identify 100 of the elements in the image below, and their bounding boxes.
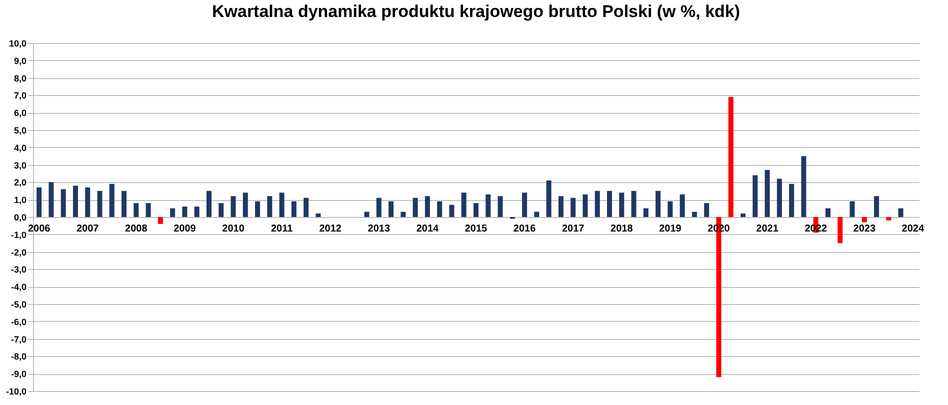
x-tick-label: 2011 bbox=[270, 224, 294, 234]
bar bbox=[474, 203, 478, 217]
bar bbox=[60, 189, 66, 217]
bar bbox=[546, 180, 552, 217]
x-tick-label: 2012 bbox=[319, 224, 342, 234]
bar bbox=[862, 217, 867, 222]
x-tick-label: 2009 bbox=[174, 224, 196, 234]
bar bbox=[522, 192, 528, 217]
bar bbox=[376, 198, 382, 217]
bar bbox=[668, 201, 673, 217]
bar bbox=[218, 203, 224, 217]
bar bbox=[631, 190, 636, 217]
bar bbox=[48, 182, 54, 217]
bar bbox=[764, 170, 770, 217]
y-tick-label: -4,0 bbox=[10, 282, 26, 292]
bar bbox=[304, 198, 309, 217]
y-tick-label: 7,0 bbox=[14, 90, 26, 101]
x-tick-label: 2014 bbox=[416, 224, 440, 234]
bar bbox=[255, 201, 260, 217]
y-tick-label: -8,0 bbox=[10, 352, 26, 362]
bar bbox=[680, 194, 685, 217]
bar bbox=[789, 184, 794, 217]
bar bbox=[886, 217, 892, 220]
bar bbox=[728, 96, 734, 217]
bar bbox=[437, 201, 442, 217]
bar bbox=[170, 208, 176, 217]
bar bbox=[643, 208, 648, 217]
bar bbox=[242, 192, 248, 217]
bar bbox=[182, 206, 188, 217]
bar bbox=[122, 190, 127, 217]
bar bbox=[146, 203, 151, 217]
x-tick-label: 2019 bbox=[659, 224, 682, 234]
y-tick-label: -5,0 bbox=[10, 300, 26, 310]
bar bbox=[364, 212, 370, 217]
bar bbox=[194, 206, 200, 217]
y-tick-label: -7,0 bbox=[10, 334, 26, 344]
y-tick-label: 5,0 bbox=[14, 126, 26, 136]
x-tick-label: 2018 bbox=[610, 224, 634, 234]
x-tick-label: 2021 bbox=[756, 224, 779, 234]
bar bbox=[594, 190, 600, 217]
x-tick-label: 2017 bbox=[562, 224, 585, 234]
bar bbox=[230, 196, 236, 217]
bar bbox=[850, 201, 855, 217]
bar bbox=[582, 194, 588, 217]
y-tick-label: 4,0 bbox=[14, 142, 26, 153]
bar bbox=[134, 203, 139, 217]
x-tick-label: 2010 bbox=[222, 224, 245, 234]
bar bbox=[461, 192, 466, 217]
bar bbox=[400, 212, 406, 217]
bar bbox=[607, 190, 612, 217]
bar bbox=[388, 201, 394, 217]
x-tick-label: 2016 bbox=[513, 224, 536, 234]
bar bbox=[36, 187, 42, 217]
x-tick-label: 2008 bbox=[125, 224, 148, 234]
bar bbox=[424, 196, 430, 217]
bar bbox=[534, 212, 540, 217]
x-tick-label: 2007 bbox=[76, 224, 100, 234]
bar bbox=[85, 187, 90, 217]
x-tick-label: 2006 bbox=[28, 224, 51, 234]
y-tick-label: 8,0 bbox=[14, 73, 26, 84]
bar bbox=[267, 196, 272, 217]
y-tick-label: -6,0 bbox=[10, 316, 26, 327]
bar bbox=[656, 190, 661, 217]
bar bbox=[740, 214, 746, 217]
x-tick-label: 2024 bbox=[902, 224, 924, 234]
bar bbox=[291, 201, 296, 217]
bar bbox=[109, 184, 114, 217]
y-tick-label: -10,0 bbox=[6, 386, 26, 396]
chart-title: Kwartalna dynamika produktu krajowego brutto Polski (w %, kdk) bbox=[212, 2, 740, 21]
bar bbox=[486, 194, 491, 217]
bar bbox=[449, 204, 454, 217]
x-tick-label: 2015 bbox=[464, 224, 488, 234]
y-tick-label: 2,0 bbox=[14, 178, 26, 188]
bar bbox=[206, 190, 212, 217]
y-tick-label: 3,0 bbox=[14, 160, 26, 170]
bar bbox=[704, 203, 710, 217]
bar bbox=[898, 208, 904, 217]
y-tick-label: -2,0 bbox=[10, 247, 26, 258]
y-tick-label: -9,0 bbox=[10, 369, 26, 380]
y-tick-label: 9,0 bbox=[14, 56, 26, 66]
bar bbox=[776, 178, 782, 217]
x-tick-label: 2013 bbox=[368, 224, 390, 234]
bar bbox=[412, 198, 418, 217]
bar bbox=[558, 196, 564, 217]
bar bbox=[692, 212, 697, 217]
y-tick-label: -3,0 bbox=[10, 264, 26, 275]
bar bbox=[874, 196, 880, 217]
bar bbox=[72, 186, 78, 217]
bar bbox=[158, 217, 163, 224]
y-tick-label: 1,0 bbox=[14, 195, 26, 206]
bar bbox=[619, 192, 624, 217]
y-tick-label: 0,0 bbox=[14, 212, 26, 222]
bar bbox=[752, 175, 758, 217]
bar bbox=[97, 190, 102, 217]
bar bbox=[825, 208, 830, 217]
bar bbox=[498, 196, 503, 217]
y-tick-label: 10,0 bbox=[8, 38, 26, 48]
bar bbox=[570, 198, 576, 217]
y-tick-label: 6,0 bbox=[14, 108, 26, 118]
x-tick-label: 2023 bbox=[853, 224, 876, 234]
